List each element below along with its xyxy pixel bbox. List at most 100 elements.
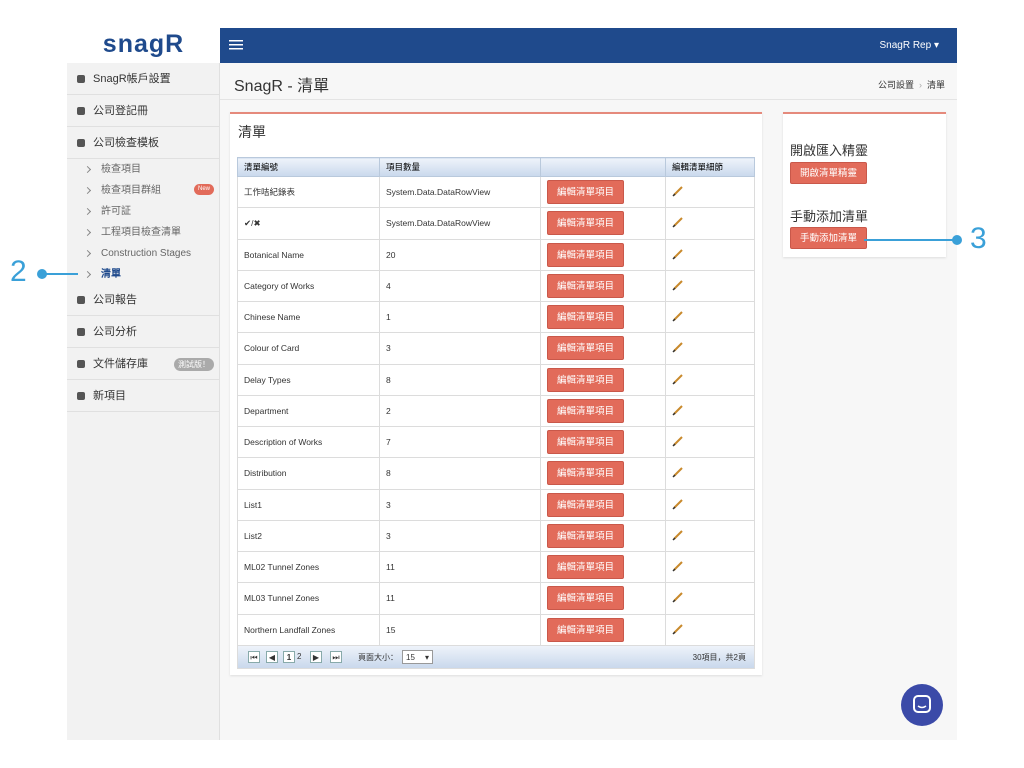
item-label[interactable]: 工程項目檢查清單 <box>101 227 181 238</box>
item-count: System.Data.DataRowView <box>379 207 541 240</box>
sidebar-sub-item[interactable]: 檢查項目 <box>67 159 220 180</box>
badge: 測試版！ <box>174 358 214 371</box>
chat-button[interactable] <box>901 684 943 726</box>
edit-items-button[interactable]: 編輯清單項目 <box>547 492 625 517</box>
edit-cell <box>665 613 755 646</box>
list-name: Delay Types <box>237 363 380 396</box>
item-label[interactable]: SnagR帳戶設置 <box>93 73 171 85</box>
item-label[interactable]: 公司報告 <box>93 294 137 306</box>
edit-icon[interactable] <box>672 498 684 510</box>
edit-icon[interactable] <box>672 529 684 541</box>
item-count: 1 <box>379 300 541 334</box>
edit-icon[interactable] <box>672 185 684 197</box>
list-name: Colour of Card <box>237 332 380 365</box>
edit-icon[interactable] <box>672 623 684 635</box>
item-count: 3 <box>379 332 541 365</box>
item-label[interactable]: 檢查項目 <box>101 164 141 175</box>
column-header[interactable]: 清單編號 <box>237 157 380 177</box>
edit-items-button[interactable]: 編輯清單項目 <box>547 523 625 548</box>
item-label[interactable]: 清單 <box>101 269 121 280</box>
edit-items-button[interactable]: 編輯清單項目 <box>547 617 625 642</box>
list-name: Description of Works <box>237 425 380 459</box>
edit-items-button[interactable]: 編輯清單項目 <box>547 211 625 236</box>
item-count: 11 <box>379 582 541 615</box>
page-size-select[interactable]: 15 ▾ <box>402 649 433 664</box>
prev-page[interactable]: ◀ <box>266 650 278 663</box>
sidebar-item[interactable]: 公司分析 <box>67 316 220 348</box>
sidebar-item[interactable]: 公司登記冊 <box>67 95 220 127</box>
item-icon <box>77 75 85 83</box>
next-page[interactable]: ▶ <box>310 650 322 663</box>
first-page[interactable]: ⏮ <box>248 650 260 663</box>
list-name: ML03 Tunnel Zones <box>237 582 380 615</box>
breadcrumb: 公司設置 › 清單 <box>877 80 945 90</box>
item-label[interactable]: 新項目 <box>93 390 126 402</box>
edit-items-button[interactable]: 編輯清單項目 <box>547 180 625 205</box>
edit-items-button[interactable]: 編輯清單項目 <box>547 461 625 486</box>
sidebar-item[interactable]: SnagR帳戶設置 <box>67 63 220 95</box>
edit-icon[interactable] <box>672 435 684 447</box>
edit-items-button[interactable]: 編輯清單項目 <box>547 273 625 298</box>
item-label[interactable]: 公司檢查模板 <box>93 137 159 149</box>
item-label[interactable]: 文件儲存庫 <box>93 358 148 370</box>
item-label[interactable]: Construction Stages <box>101 248 192 259</box>
item-count: 3 <box>379 488 541 521</box>
sidebar-sub-item[interactable]: 工程項目檢查清單 <box>67 222 220 243</box>
user-menu[interactable]: SnagR Rep ▾ <box>879 40 939 51</box>
add-button[interactable]: 手動添加清單 <box>790 227 868 249</box>
add-title: 手動添加清單 <box>790 209 869 224</box>
menu-icon[interactable] <box>229 39 243 51</box>
logo[interactable]: snagR <box>67 28 220 63</box>
page-number[interactable]: 1 <box>283 650 295 663</box>
sidebar-item[interactable]: 新項目 <box>67 380 220 412</box>
edit-cell <box>665 300 755 334</box>
edit-icon[interactable] <box>672 279 684 291</box>
column-header[interactable]: 項目數量 <box>379 157 541 177</box>
edit-items-button[interactable]: 編輯清單項目 <box>547 398 625 423</box>
edit-icon[interactable] <box>672 216 684 228</box>
breadcrumb-link[interactable]: 公司設置 <box>877 80 914 90</box>
item-icon <box>77 296 85 304</box>
sidebar-item[interactable]: 公司檢查模板 <box>67 127 220 159</box>
item-label[interactable]: 公司登記冊 <box>93 105 148 117</box>
sidebar-sub-item[interactable]: 檢查項目群組 New <box>67 180 220 201</box>
edit-icon[interactable] <box>672 373 684 385</box>
edit-items-button[interactable]: 編輯清單項目 <box>547 430 625 455</box>
import-button[interactable]: 開啟清單精靈 <box>790 162 868 184</box>
edit-cell <box>665 394 755 428</box>
edit-icon[interactable] <box>672 591 684 603</box>
sidebar-item[interactable]: 公司報告 <box>67 284 220 316</box>
button-cell: 編輯清單項目 <box>540 207 666 240</box>
page-number[interactable]: 2 <box>297 651 302 661</box>
edit-icon[interactable] <box>672 560 684 572</box>
sidebar-sub-item[interactable]: 清單 <box>67 264 220 285</box>
user-name[interactable]: SnagR Rep <box>879 40 932 51</box>
edit-icon[interactable] <box>672 404 684 416</box>
button-cell: 編輯清單項目 <box>540 425 666 459</box>
button-cell: 編輯清單項目 <box>540 175 666 209</box>
list-name: List1 <box>237 488 380 521</box>
item-count: System.Data.DataRowView <box>379 175 541 209</box>
edit-items-button[interactable]: 編輯清單項目 <box>547 555 625 580</box>
pager: ⏮ ◀ 1 2 ▶ ⏭ 頁面大小： 15 ▾ 30項目，共2頁 <box>238 645 754 668</box>
edit-items-button[interactable]: 編輯清單項目 <box>547 586 625 611</box>
sidebar-sub-item[interactable]: Construction Stages <box>67 243 220 264</box>
last-page[interactable]: ⏭ <box>330 650 342 663</box>
edit-items-button[interactable]: 編輯清單項目 <box>547 367 625 392</box>
edit-icon[interactable] <box>672 310 684 322</box>
edit-cell <box>665 488 755 521</box>
item-label[interactable]: 許可証 <box>101 206 131 217</box>
annotation-number: 2 <box>10 255 27 288</box>
sidebar-sub-item[interactable]: 許可証 <box>67 201 220 222</box>
sidebar-item[interactable]: 文件儲存庫 測試版！ <box>67 348 220 380</box>
item-label[interactable]: 檢查項目群組 <box>101 185 161 196</box>
edit-icon[interactable] <box>672 466 684 478</box>
edit-icon[interactable] <box>672 248 684 260</box>
edit-items-button[interactable]: 編輯清單項目 <box>547 305 625 330</box>
edit-items-button[interactable]: 編輯清單項目 <box>547 242 625 267</box>
table-row: Description of Works 7 編輯清單項目 <box>237 425 755 459</box>
edit-items-button[interactable]: 編輯清單項目 <box>547 336 625 361</box>
item-label[interactable]: 公司分析 <box>93 326 137 338</box>
edit-icon[interactable] <box>672 341 684 353</box>
